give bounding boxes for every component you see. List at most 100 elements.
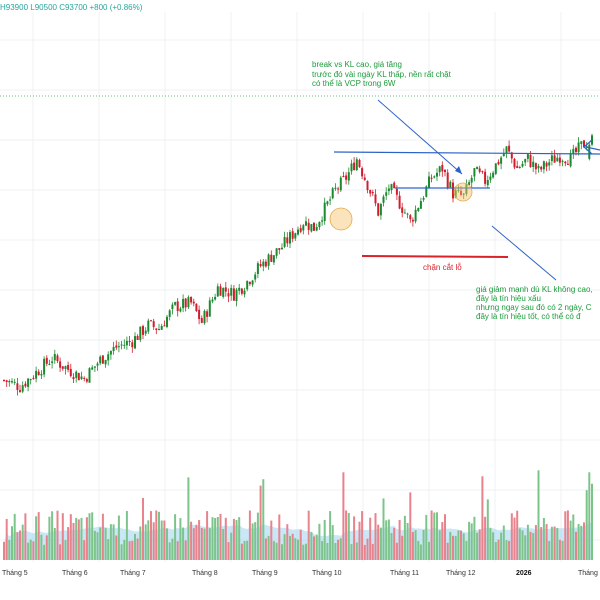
candle-body (382, 196, 385, 203)
x-axis-tick-label: Tháng 5 (2, 570, 28, 577)
candle-body (235, 289, 238, 301)
volume-bar (32, 541, 35, 560)
candle-body (577, 142, 580, 153)
ohlc-high: H93900 (0, 3, 29, 12)
candle-body (91, 367, 94, 370)
candle-body (203, 310, 206, 324)
candle-body (179, 308, 182, 312)
volume-bar (502, 525, 505, 560)
candle-body (254, 274, 257, 280)
volume-bar (521, 530, 524, 560)
candle-body (395, 188, 398, 195)
x-axis-tick-label: Tháng 9 (252, 570, 278, 577)
volume-bar (163, 520, 166, 560)
volume-bar (96, 532, 99, 560)
volume-bar (235, 520, 238, 560)
volume-bar (457, 530, 460, 560)
candle-body (107, 354, 110, 361)
volume-bar (99, 527, 102, 560)
candle-body (334, 187, 337, 189)
volume-bar (291, 533, 294, 560)
volume-bar (323, 520, 326, 560)
candle-body (331, 188, 334, 199)
volume-bar (553, 526, 556, 560)
candle-body (139, 326, 142, 340)
candle-body (353, 162, 356, 170)
highlight-circle (329, 207, 353, 231)
candle-body (251, 280, 254, 285)
volume-bar (275, 542, 278, 560)
volume-bar (369, 517, 372, 560)
candle-body (289, 232, 291, 244)
candle-body (409, 215, 412, 220)
candle-body (572, 148, 575, 154)
volume-bar (583, 522, 585, 560)
volume-bar (134, 534, 136, 560)
volume-bar (281, 544, 283, 560)
candle-body (486, 180, 489, 186)
candle-body (569, 153, 572, 167)
volume-bar (542, 518, 545, 560)
volume-bar (227, 542, 230, 560)
volume-bar (561, 540, 564, 560)
candle-body (513, 159, 516, 168)
volume-bar (37, 512, 40, 560)
volume-bar (107, 539, 110, 560)
candle-body (232, 288, 235, 301)
volume-bar (294, 538, 297, 560)
candle-body (529, 154, 532, 168)
volume-bar (299, 529, 302, 560)
candle-body (64, 366, 67, 369)
volume-bar (326, 542, 329, 560)
volume-bar (246, 540, 249, 560)
candle-body (21, 385, 24, 392)
candle-body (37, 371, 40, 376)
volume-bar (208, 528, 211, 560)
candle-body (16, 383, 19, 390)
candle-body (85, 379, 88, 382)
volume-bar (3, 541, 5, 560)
volume-bar (29, 539, 32, 560)
candle-body (109, 351, 112, 355)
volume-bar (484, 516, 487, 560)
volume-bar (492, 532, 495, 560)
volume-bar (556, 527, 559, 560)
volume-bar (428, 541, 430, 560)
volume-bar (182, 527, 185, 560)
volume-bar (393, 527, 396, 560)
candle-body (371, 192, 374, 194)
volume-bar (406, 523, 409, 560)
candle-body (230, 287, 233, 296)
candle-body (101, 355, 104, 364)
volume-bar (187, 477, 190, 560)
volume-bar (398, 520, 401, 560)
candle-body (537, 166, 540, 169)
volume-bar (5, 519, 8, 560)
candle-body (27, 378, 30, 387)
candle-body (224, 287, 227, 292)
candle-body (48, 363, 51, 365)
volume-bar (230, 532, 233, 560)
volume-bar (444, 514, 446, 560)
volume-bar (256, 512, 259, 560)
candle-body (441, 165, 444, 172)
volume-bar (548, 541, 551, 560)
candle-body (401, 207, 404, 213)
volume-bar (8, 539, 11, 560)
volume-bar (315, 534, 318, 560)
candle-body (436, 172, 438, 177)
volume-bar (468, 521, 471, 560)
x-axis: Tháng 5 Tháng 6 Tháng 7 Tháng 8 Tháng 9 Tháng… (2, 570, 600, 577)
candle-body (484, 171, 487, 184)
volume-bar (302, 544, 305, 560)
candle-body (318, 221, 321, 228)
candle-body (524, 159, 527, 163)
candle-body (286, 237, 289, 244)
volume-bar (558, 539, 561, 560)
volume-bar (69, 514, 72, 560)
ohlc-readout: H93900 L90500 C93700 +800 (+0.86%) (0, 3, 142, 12)
volume-bar (516, 510, 519, 560)
volume-bar (564, 511, 567, 560)
